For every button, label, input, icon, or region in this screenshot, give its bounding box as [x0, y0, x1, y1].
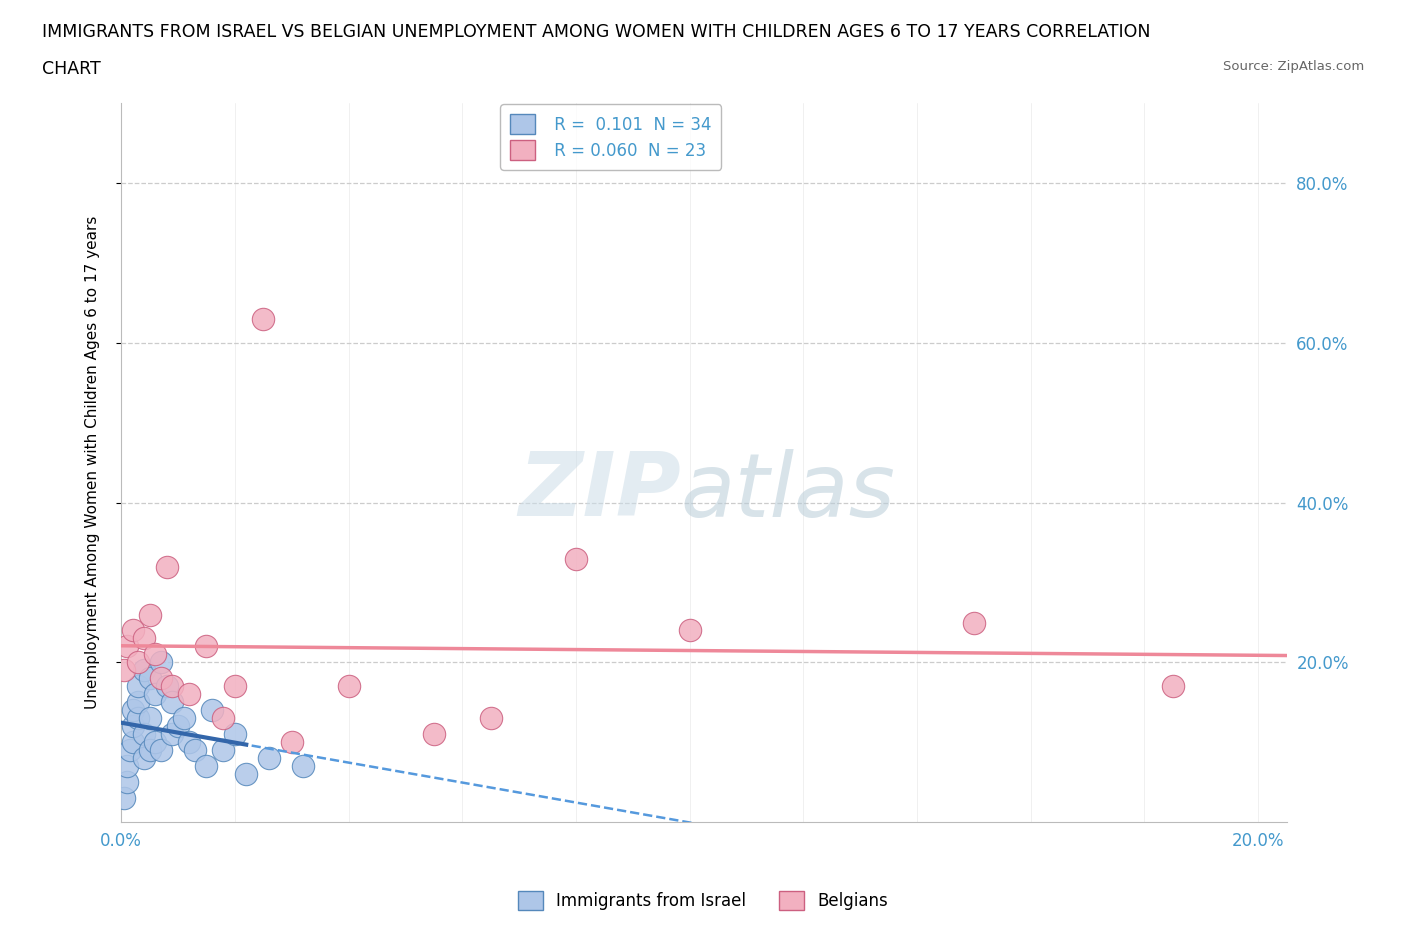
Point [224, 727, 246, 742]
Point [115, 759, 138, 774]
Point [162, 727, 184, 742]
Point [252, 312, 274, 326]
Point [195, 639, 218, 654]
Point [179, 687, 201, 702]
Point [115, 639, 138, 654]
Point [257, 751, 280, 765]
Point [679, 623, 702, 638]
Point [138, 743, 160, 758]
Legend:  R =  0.101  N = 34,  R = 0.060  N = 23: R = 0.101 N = 34, R = 0.060 N = 23 [501, 104, 721, 169]
Point [280, 735, 302, 750]
Point [224, 679, 246, 694]
Point [143, 735, 166, 750]
Point [127, 695, 149, 710]
Point [149, 743, 172, 758]
Point [173, 711, 195, 725]
Point [184, 743, 207, 758]
Point [121, 735, 143, 750]
Point [115, 775, 138, 790]
Point [143, 647, 166, 662]
Point [138, 607, 160, 622]
Text: Source: ZipAtlas.com: Source: ZipAtlas.com [1223, 60, 1364, 73]
Point [118, 743, 141, 758]
Text: atlas: atlas [681, 448, 896, 535]
Point [132, 663, 155, 678]
Point [112, 790, 135, 805]
Point [112, 663, 135, 678]
Y-axis label: Unemployment Among Women with Children Ages 6 to 17 years: Unemployment Among Women with Children A… [86, 216, 100, 710]
Point [127, 655, 149, 670]
Point [149, 671, 172, 685]
Point [132, 631, 155, 646]
Legend: Immigrants from Israel, Belgians: Immigrants from Israel, Belgians [510, 884, 896, 917]
Point [127, 679, 149, 694]
Point [156, 679, 179, 694]
Point [167, 719, 190, 734]
Point [127, 711, 149, 725]
Point [195, 759, 218, 774]
Point [143, 687, 166, 702]
Point [138, 711, 160, 725]
Point [132, 751, 155, 765]
Point [235, 767, 257, 782]
Point [138, 671, 160, 685]
Point [337, 679, 360, 694]
Point [149, 655, 172, 670]
Point [162, 695, 184, 710]
Point [201, 703, 224, 718]
Point [121, 719, 143, 734]
Point [132, 727, 155, 742]
Point [292, 759, 315, 774]
Point [121, 623, 143, 638]
Point [963, 615, 986, 630]
Point [156, 559, 179, 574]
Text: CHART: CHART [42, 60, 101, 78]
Text: IMMIGRANTS FROM ISRAEL VS BELGIAN UNEMPLOYMENT AMONG WOMEN WITH CHILDREN AGES 6 : IMMIGRANTS FROM ISRAEL VS BELGIAN UNEMPL… [42, 23, 1150, 41]
Point [162, 679, 184, 694]
Text: ZIP: ZIP [517, 448, 681, 535]
Point [1161, 679, 1184, 694]
Point [479, 711, 502, 725]
Point [212, 743, 235, 758]
Point [565, 551, 588, 566]
Point [121, 703, 143, 718]
Point [423, 727, 446, 742]
Point [212, 711, 235, 725]
Point [179, 735, 201, 750]
